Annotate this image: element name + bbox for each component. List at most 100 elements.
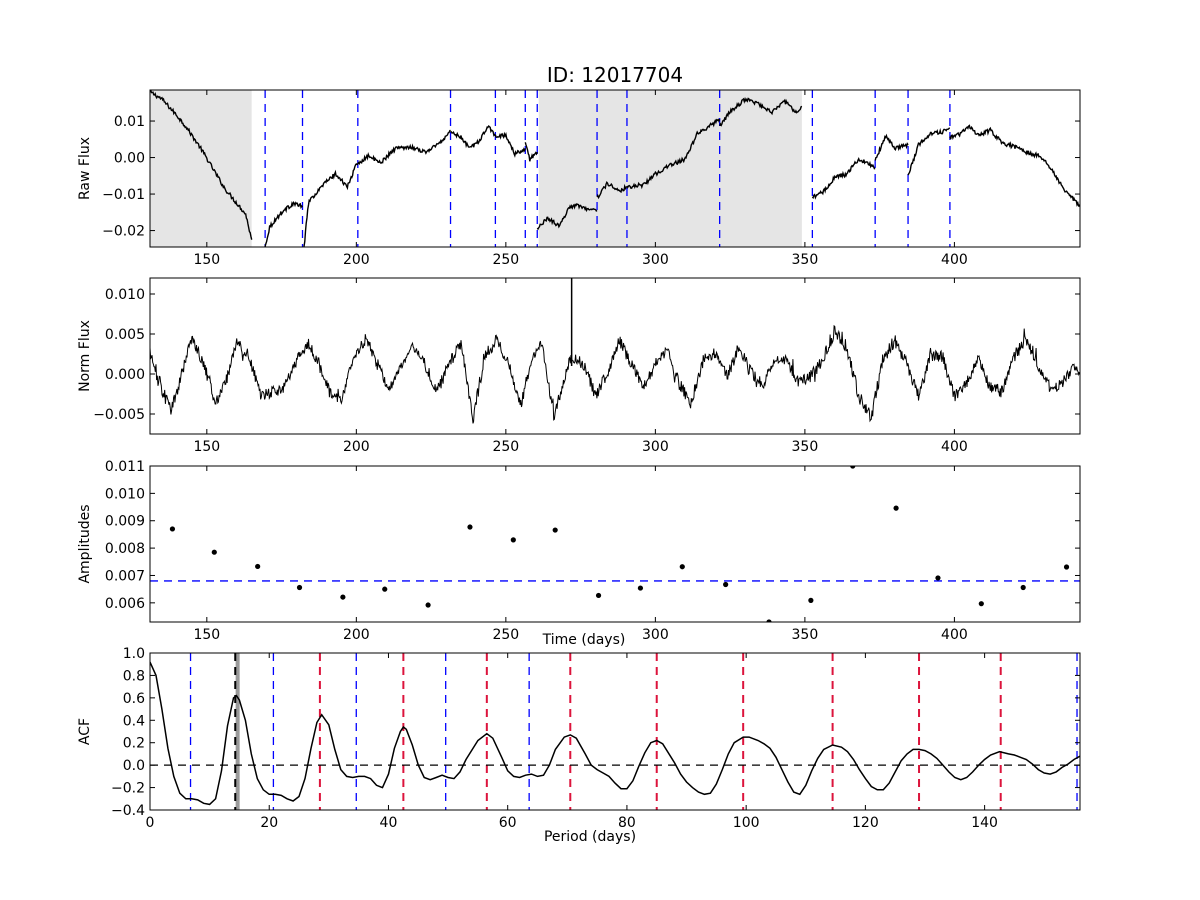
amp-amplitude-point-8 xyxy=(510,537,516,543)
amp-amplitude-point-2 xyxy=(255,563,261,570)
acf-ylabel: ACF xyxy=(77,718,93,745)
amp-ytick-label-3: 0.009 xyxy=(105,514,145,530)
amp-amplitude-point-6 xyxy=(425,602,431,608)
raw-flux-segment-8 xyxy=(626,118,721,190)
raw-flux-segment-11 xyxy=(874,133,909,161)
amp-amplitude-point-10 xyxy=(595,592,602,599)
amp-ytick-label-1: 0.007 xyxy=(105,568,145,584)
figure-title: ID: 12017704 xyxy=(547,63,683,87)
amp-ytick-label-4: 0.010 xyxy=(105,486,145,502)
amp-amplitude-point-1 xyxy=(211,549,217,555)
amp-xtick-label-1: 200 xyxy=(343,627,370,643)
raw-flux-segment-12 xyxy=(907,127,950,176)
amp-xtick-label-5: 400 xyxy=(941,627,968,643)
acf-ytick-label-6: 0.8 xyxy=(123,668,145,684)
amp-amplitude-point-17 xyxy=(893,505,899,511)
amp-amplitude-point-5 xyxy=(382,586,388,592)
raw-flux-segment-0 xyxy=(150,90,253,240)
amp-amplitude-point-0 xyxy=(169,526,176,532)
amp-amplitude-point-13 xyxy=(723,581,729,588)
amp-xtick-label-0: 150 xyxy=(193,627,220,643)
acf-xtick-label-2: 40 xyxy=(380,815,398,831)
norm-ytick-label-0: −0.005 xyxy=(93,407,145,423)
raw-flux-segment-6 xyxy=(536,202,598,231)
acf-ytick-label-1: −0.2 xyxy=(111,781,145,797)
acf-xtick-label-7: 140 xyxy=(971,815,998,831)
raw-flux-segment-5 xyxy=(524,142,538,162)
norm-flux-line xyxy=(150,324,1080,424)
acf-ytick-label-4: 0.4 xyxy=(123,713,145,729)
amp-amplitude-point-21 xyxy=(1063,564,1070,570)
raw-shaded-region-1 xyxy=(538,90,802,247)
amp-axes-frame xyxy=(149,465,1081,623)
raw-plot-area xyxy=(150,90,1080,247)
amp-amplitude-point-3 xyxy=(296,584,303,591)
raw-xtick-label-0: 150 xyxy=(193,252,220,268)
amp-panel: 150 200 250 300 350 400 0.006 0.007 0.008 0.009 0.… xyxy=(77,459,1081,643)
amp-amplitude-point-18 xyxy=(935,575,941,581)
raw-xtick-label-1: 200 xyxy=(343,252,370,268)
acf-xtick-label-4: 80 xyxy=(618,815,636,831)
norm-ytick-label-1: 0.000 xyxy=(105,367,145,383)
acf-ytick-label-7: 1.0 xyxy=(123,646,145,662)
raw-shaded-region-0 xyxy=(150,90,252,247)
amp-plot-area xyxy=(150,466,1080,622)
amp-amplitude-point-11 xyxy=(637,585,644,591)
acf-ytick-label-2: 0.0 xyxy=(123,758,145,774)
norm-ytick-label-2: 0.005 xyxy=(105,327,145,343)
raw-flux-segment-1 xyxy=(264,200,304,247)
raw-flux-segment-3 xyxy=(450,125,496,149)
amp-ylabel: Amplitudes xyxy=(77,504,93,583)
acf-ytick-label-3: 0.2 xyxy=(123,736,145,752)
amp-amplitude-point-19 xyxy=(978,601,984,607)
acf-ytick-label-0: −0.4 xyxy=(111,803,145,819)
raw-flux-segment-10 xyxy=(811,157,876,200)
raw-axes-frame xyxy=(149,89,1081,248)
amp-xtick-label-3: 300 xyxy=(642,627,669,643)
amp-ytick-label-0: 0.006 xyxy=(105,596,145,612)
norm-panel: 150 200 250 300 350 400 −0.005 0.000 0.005 0.010 N… xyxy=(77,277,1081,455)
amp-ytick-label-5: 0.011 xyxy=(105,459,145,475)
acf-ytick-label-5: 0.6 xyxy=(123,691,145,707)
norm-xtick-label-0: 150 xyxy=(193,439,220,455)
raw-ytick-label-3: 0.01 xyxy=(114,114,145,130)
acf-panel: 0 20 40 60 80 100 120 140 −0.4 −0.2 0.0 0.2 0.4 0.6 0.… xyxy=(77,646,1081,831)
raw-flux-segment-9 xyxy=(719,96,803,127)
norm-axes-frame xyxy=(149,277,1081,435)
acf-xtick-label-1: 20 xyxy=(260,815,278,831)
raw-flux-segment-7 xyxy=(596,180,628,200)
amp-amplitude-point-15 xyxy=(808,597,814,603)
raw-flux-segment-13 xyxy=(949,124,1080,208)
time-xlabel: Time (days) xyxy=(542,632,626,648)
amp-amplitude-point-14 xyxy=(766,619,772,622)
amp-amplitude-point-16 xyxy=(850,466,856,469)
raw-ytick-label-0: −0.02 xyxy=(102,224,145,240)
raw-ylabel: Raw Flux xyxy=(77,137,93,200)
amp-amplitude-point-12 xyxy=(679,564,685,570)
raw-xtick-label-3: 300 xyxy=(642,252,669,268)
amp-xtick-label-4: 350 xyxy=(792,627,819,643)
amp-amplitude-point-9 xyxy=(552,527,558,533)
raw-xtick-label-5: 400 xyxy=(941,252,968,268)
norm-xtick-label-5: 400 xyxy=(941,439,968,455)
norm-xtick-label-3: 300 xyxy=(642,439,669,455)
norm-plot-area xyxy=(150,278,1080,424)
norm-xtick-label-4: 350 xyxy=(792,439,819,455)
acf-xtick-label-5: 100 xyxy=(733,815,760,831)
amp-amplitude-point-4 xyxy=(340,594,346,600)
raw-flux-segment-4 xyxy=(494,131,526,158)
acf-xtick-label-6: 120 xyxy=(852,815,879,831)
raw-xtick-label-4: 350 xyxy=(792,252,819,268)
norm-xtick-label-1: 200 xyxy=(343,439,370,455)
acf-xtick-label-0: 0 xyxy=(146,815,155,831)
norm-ytick-label-3: 0.010 xyxy=(105,287,145,303)
raw-ytick-label-1: −0.01 xyxy=(102,187,145,203)
amp-amplitude-point-7 xyxy=(467,524,473,530)
norm-ylabel: Norm Flux xyxy=(77,320,93,392)
period-xlabel: Period (days) xyxy=(544,829,636,845)
raw-xtick-label-2: 250 xyxy=(492,252,519,268)
acf-acf-curve xyxy=(150,661,1080,806)
acf-axes-frame xyxy=(149,652,1081,811)
amp-amplitude-point-20 xyxy=(1020,584,1026,591)
